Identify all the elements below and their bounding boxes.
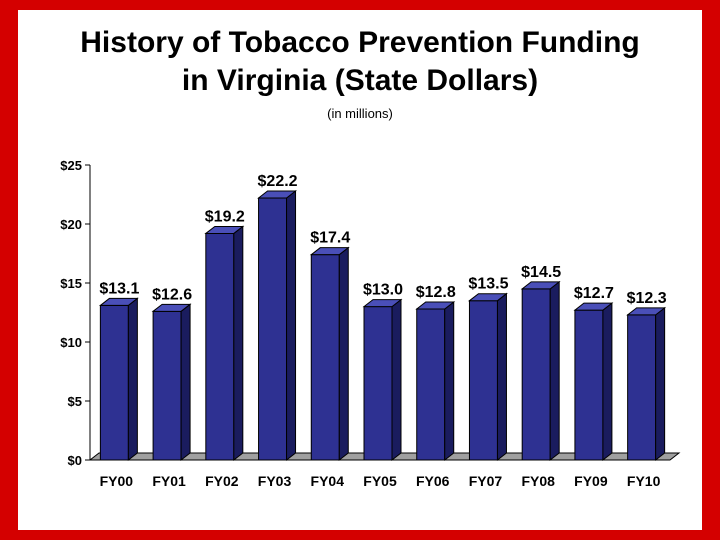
labels: $13.1 FY00 $12.6 FY01 $19.2 FY02 $22.2 FY03 $17.… (99, 173, 666, 489)
x-tick-label: FY05 (363, 473, 397, 489)
bar-front (627, 314, 657, 461)
y-axis: $0 $5 $10 $15 $20 $25 (60, 158, 91, 468)
bar (573, 302, 614, 462)
x-tick-label: FY08 (521, 473, 555, 489)
x-tick-label: FY00 (100, 473, 134, 489)
x-tick-label: FY10 (627, 473, 661, 489)
bar-front (574, 309, 604, 461)
bar-top (467, 293, 508, 302)
bar-side (233, 225, 244, 462)
data-label: $12.8 (416, 284, 456, 301)
bar-chart: $0 $5 $10 $15 $20 $25 $13.1 FY00 $12.6 FY01 $19.2… (60, 158, 681, 489)
bar-top (151, 303, 192, 312)
bar-top (98, 297, 139, 306)
bar-top (204, 225, 245, 234)
data-label: $17.4 (310, 230, 350, 247)
bar-front (521, 288, 551, 461)
data-label: $12.7 (574, 285, 614, 302)
y-tick-label: $25 (60, 158, 82, 173)
y-tick-label: $0 (68, 453, 82, 468)
bar (309, 246, 350, 462)
bar-top (309, 247, 350, 256)
bar-front (468, 300, 498, 461)
bar-front (258, 197, 288, 461)
y-tick-label: $15 (60, 276, 82, 291)
bar-top (626, 307, 667, 316)
bar-front (205, 232, 235, 461)
y-tick-label: $20 (60, 217, 82, 232)
bar-front (152, 310, 182, 461)
data-label: $12.3 (627, 290, 667, 307)
bar-top (362, 299, 403, 308)
bar-side (286, 190, 297, 462)
bar (362, 298, 403, 462)
data-label: $13.5 (468, 276, 508, 293)
bar-top (520, 281, 561, 290)
y-tick-label: $10 (60, 335, 82, 350)
bar-top (573, 302, 614, 311)
data-label: $19.2 (205, 208, 245, 225)
bar-side (655, 306, 666, 462)
bars (98, 190, 667, 462)
bar-front (363, 306, 393, 461)
data-label: $12.6 (152, 286, 192, 303)
bar-side (180, 303, 191, 462)
bar (98, 297, 139, 462)
chart-title-line-1: History of Tobacco Prevention Funding (80, 26, 640, 59)
x-tick-label: FY07 (469, 473, 503, 489)
x-tick-label: FY04 (311, 473, 345, 489)
bar-side (127, 297, 138, 462)
x-tick-label: FY02 (205, 473, 239, 489)
x-tick-label: FY09 (574, 473, 608, 489)
bar-side (444, 300, 455, 462)
bar-front (99, 304, 129, 461)
chart-title: History of Tobacco Prevention Funding in… (18, 24, 702, 100)
data-label: $13.1 (99, 280, 139, 297)
x-tick-label: FY03 (258, 473, 292, 489)
bar-side (602, 302, 613, 462)
chart-title-line-2: in Virginia (State Dollars) (181, 64, 539, 97)
bar (626, 306, 667, 462)
x-tick-label: FY06 (416, 473, 450, 489)
bar (467, 292, 508, 462)
bar-front (416, 308, 446, 461)
bar (415, 300, 456, 462)
bar (257, 190, 298, 462)
bar-top (415, 301, 456, 310)
y-tick-label: $5 (68, 394, 82, 409)
bar-front (310, 254, 340, 461)
bar-side (549, 280, 560, 462)
data-label: $22.2 (258, 173, 298, 190)
chart-subtitle: (in millions) (327, 106, 393, 121)
bar (520, 280, 561, 462)
bar-top (257, 190, 298, 199)
slide: History of Tobacco Prevention Funding in… (18, 10, 702, 530)
data-label: $13.0 (363, 282, 403, 299)
data-label: $14.5 (521, 264, 561, 281)
bar (151, 303, 192, 462)
bar (204, 225, 245, 462)
x-tick-label: FY01 (152, 473, 186, 489)
bar-side (338, 246, 349, 462)
bar-side (391, 298, 402, 462)
bar-side (496, 292, 507, 462)
